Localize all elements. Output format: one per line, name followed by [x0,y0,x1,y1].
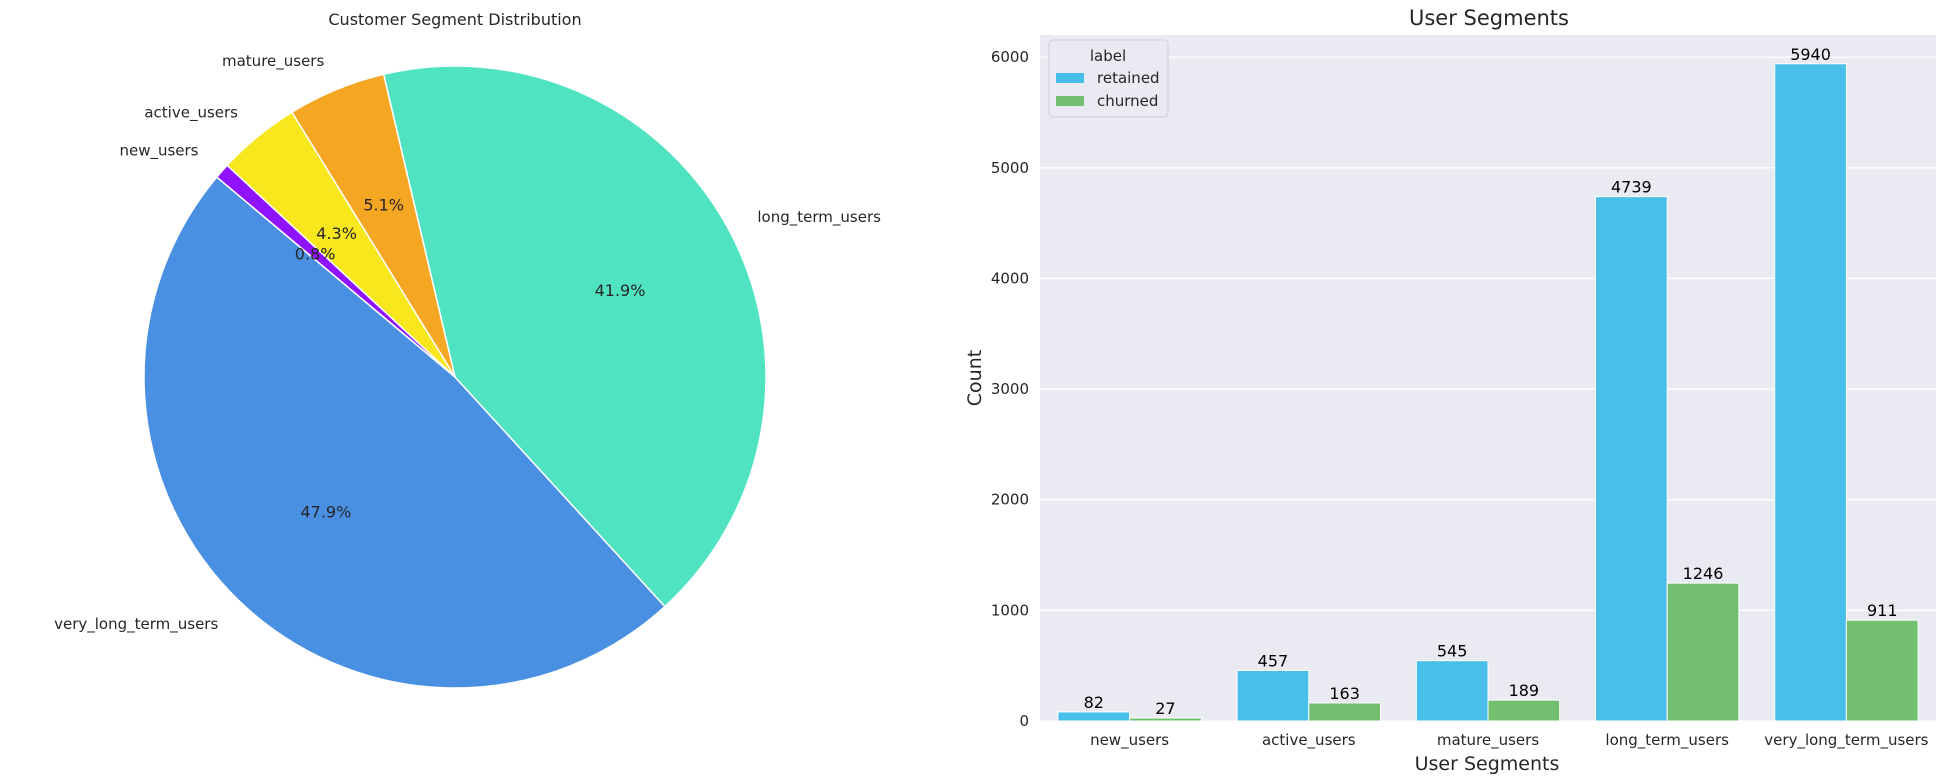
pie-label-active-users: active_users [144,104,238,123]
pie-label-mature-users: mature_users [222,52,324,71]
pie-label-new-users: new_users [119,142,198,161]
pie-label-very-long-term-users: very_long_term_users [54,615,218,634]
y-tick-labels: 0 1000 2000 3000 4000 5000 6000 [991,48,1029,730]
bar-value-label: 163 [1329,684,1360,703]
bar-value-label: 82 [1084,693,1104,712]
bar-value-label: 4739 [1611,178,1652,197]
x-axis-label: User Segments [1415,753,1560,775]
x-tick-label: long_term_users [1605,731,1729,750]
pie-pct-long-term-users: 41.9% [595,281,646,300]
bars [1057,63,1919,722]
y-tick-label: 5000 [991,159,1029,177]
pie-labels: very_long_term_users 47.9% long_term_users… [54,52,881,634]
bar-churned-new-users [1129,717,1202,722]
legend-swatch-retained [1056,73,1084,83]
y-tick-label: 6000 [991,48,1029,66]
bar-churned-mature-users [1487,699,1561,722]
bar-value-label: 189 [1509,681,1540,700]
pie-slice-long-term-users [382,65,767,608]
bar-chart-title: User Segments [1409,6,1569,30]
y-tick-label: 1000 [991,601,1029,619]
y-tick-label: 4000 [991,269,1029,287]
legend-entries: retained churned [1056,69,1160,110]
bar-value-label: 1246 [1683,564,1724,583]
bar-retained-long-term-users [1595,196,1668,722]
y-axis-label: Count [964,350,986,406]
x-tick-label: new_users [1090,731,1169,750]
bar-chart: 0 1000 2000 3000 4000 5000 6000 82 27 457 163 545 1… [964,6,1936,775]
y-tick-label: 2000 [991,491,1029,509]
bar-value-label: 5940 [1790,45,1831,64]
bar-retained-new-users [1057,711,1131,722]
x-tick-label: mature_users [1437,731,1539,750]
y-tick-label: 3000 [991,380,1029,398]
x-tick-label: active_users [1262,731,1356,750]
pie-slice-very-long-term-users [143,176,666,689]
bar-churned-very-long-term-users [1845,619,1919,722]
legend-swatch-churned [1056,96,1084,106]
bar-retained-active-users [1236,669,1310,722]
bar-retained-mature-users [1415,660,1489,722]
pie-pct-very-long-term-users: 47.9% [300,503,351,522]
legend-title: label [1090,47,1126,65]
bar-value-label: 457 [1258,651,1289,670]
pie-slice-new-users [215,164,456,378]
bar-value-label: 545 [1437,642,1468,661]
pie-chart-title: Customer Segment Distribution [328,10,581,29]
pie-pct-new-users: 0.8% [295,245,336,264]
pie-label-long-term-users: long_term_users [757,208,881,227]
legend-label-churned: churned [1097,92,1158,110]
bar-value-labels: 82 27 457 163 545 189 4739 1246 5940 911 [1084,45,1898,718]
pie-slices [143,65,767,689]
y-tick-label: 0 [1019,712,1029,730]
x-tick-labels: new_users active_users mature_users long_te… [1090,731,1929,750]
pie-pct-active-users: 4.3% [316,224,357,243]
bar-churned-active-users [1308,702,1381,722]
x-tick-label: very_long_term_users [1764,731,1928,750]
bar-retained-very-long-term-users [1774,63,1847,722]
pie-pct-mature-users: 5.1% [363,196,404,215]
bar-value-label: 911 [1867,601,1898,620]
bar-value-label: 27 [1155,699,1175,718]
legend-label-retained: retained [1097,69,1160,87]
bar-churned-long-term-users [1666,582,1740,722]
pie-chart: Customer Segment Distribution very_long_… [54,10,881,689]
legend: label retained churned [1048,39,1169,118]
